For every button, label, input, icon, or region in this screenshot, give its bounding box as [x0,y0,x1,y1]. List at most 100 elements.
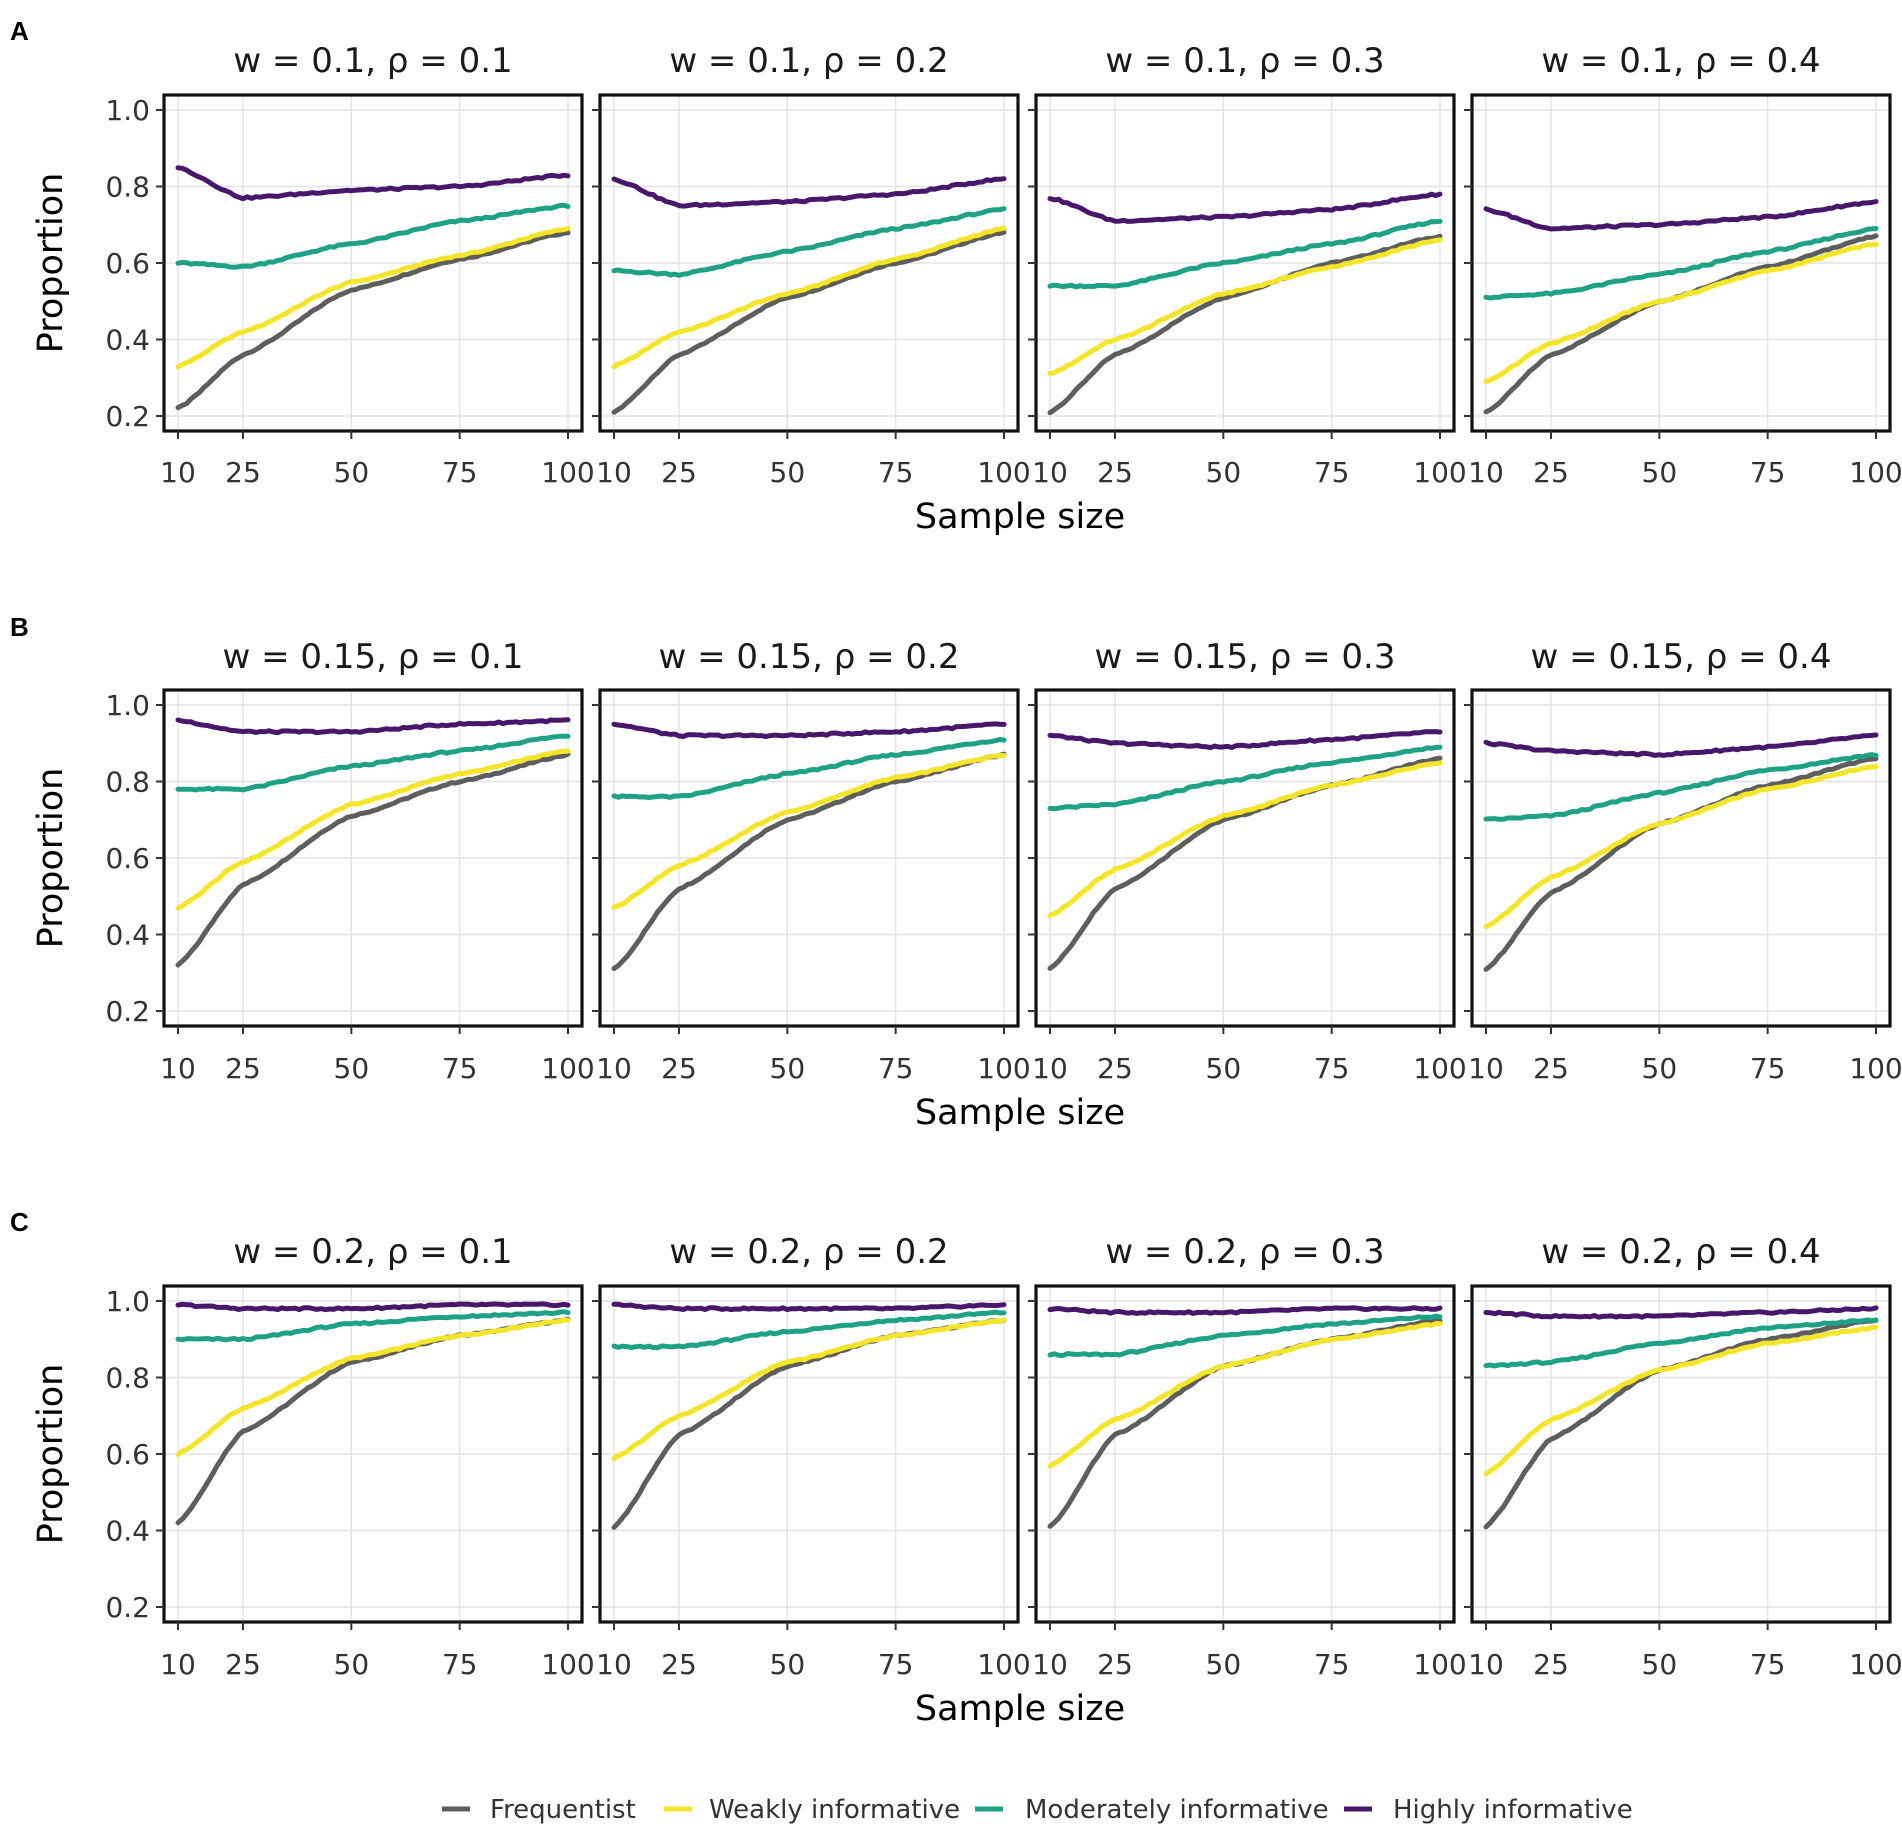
panel-letter-C: C [10,1207,29,1237]
x-tick-label: 10 [596,456,632,489]
y-tick-label: 0.8 [105,1362,150,1395]
y-axis-title: Proportion [31,173,71,354]
series-line-highly-informative [1483,1305,1879,1320]
y-tick-label: 0.2 [105,995,150,1028]
x-tick-label: 10 [596,1052,632,1085]
facet-title: w = 0.1, ρ = 0.3 [1105,41,1384,81]
series-line-frequentist [1483,233,1879,415]
facet-6: w = 0.15, ρ = 0.2 10 25 50 75 100 [592,637,1031,1085]
series-line-weakly-informative [175,1317,571,1458]
series-line-moderately-informative [1483,752,1879,822]
series-line-weakly-informative [1047,237,1443,376]
series-line-moderately-informative [175,202,571,270]
x-tick-label: 100 [541,1052,594,1085]
y-tick-label: 0.6 [105,1438,150,1471]
x-tick-label: 100 [977,1648,1030,1681]
x-tick-label: 50 [334,456,370,489]
x-tick-label: 75 [442,1052,478,1085]
x-axis-title: Sample size [915,497,1125,537]
series-line-weakly-informative [611,1317,1007,1462]
x-axis-title: Sample size [915,1689,1125,1729]
x-tick-label: 10 [1468,1648,1504,1681]
y-axis-title: Proportion [31,768,71,949]
x-tick-label: 100 [1849,1648,1902,1681]
y-tick-label: 0.2 [105,1591,150,1624]
x-tick-label: 50 [334,1052,370,1085]
x-tick-label: 25 [225,1648,261,1681]
x-tick-label: 75 [442,456,478,489]
series-line-moderately-informative [175,733,571,793]
y-tick-label: 0.6 [105,842,150,875]
x-tick-label: 50 [770,1052,806,1085]
y-tick-label: 1.0 [105,94,150,127]
facet-8: w = 0.15, ρ = 0.4 10 25 50 75 100 [1464,637,1902,1085]
series-line-highly-informative [611,1301,1007,1313]
facet-11: w = 0.2, ρ = 0.3 10 25 50 75 100 [1028,1232,1467,1681]
facet-title: w = 0.2, ρ = 0.2 [669,1232,948,1272]
x-tick-label: 100 [1413,456,1466,489]
legend-item-highly-informative: Highly informative [1344,1795,1633,1825]
y-tick-label: 0.8 [105,766,150,799]
x-tick-label: 100 [1849,1052,1902,1085]
legend-item-frequentist: Frequentist [442,1795,636,1825]
x-tick-label: 100 [541,456,594,489]
facet-title: w = 0.2, ρ = 0.1 [233,1232,512,1272]
facet-title: w = 0.1, ρ = 0.2 [669,41,948,81]
facet-12: w = 0.2, ρ = 0.4 10 25 50 75 100 [1464,1232,1902,1681]
facet-title: w = 0.1, ρ = 0.4 [1541,41,1820,81]
facet-5: w = 0.15, ρ = 0.1 10 25 50 75 100 0.2 0.4 0.6 0.8… [31,637,595,1085]
y-tick-label: 0.4 [105,324,150,357]
x-tick-label: 10 [1032,1052,1068,1085]
x-tick-label: 25 [1533,1052,1569,1085]
x-tick-label: 10 [1032,1648,1068,1681]
x-tick-label: 100 [1849,456,1902,489]
series-line-frequentist [611,1317,1007,1530]
legend-item-weakly-informative: Weakly informative [664,1795,960,1825]
facet-1: w = 0.1, ρ = 0.1 10 25 50 75 100 0.2 0.4 0.6 0.8 1… [31,41,595,489]
x-tick-label: 75 [1750,1648,1786,1681]
series-line-weakly-informative [1483,1324,1879,1477]
x-tick-label: 75 [878,1052,914,1085]
series-line-moderately-informative [611,206,1007,278]
x-tick-label: 50 [1206,1052,1242,1085]
facet-title: w = 0.15, ρ = 0.1 [223,637,524,677]
x-tick-label: 50 [770,1648,806,1681]
x-tick-label: 25 [661,456,697,489]
series-line-weakly-informative [611,225,1007,370]
x-tick-label: 25 [1097,1052,1133,1085]
series-line-weakly-informative [175,225,571,370]
y-tick-label: 0.4 [105,1515,150,1548]
legend-label: Frequentist [490,1795,636,1825]
x-tick-label: 50 [770,456,806,489]
series-line-highly-informative [1483,732,1879,758]
x-tick-label: 50 [1642,1648,1678,1681]
facet-7: w = 0.15, ρ = 0.3 10 25 50 75 100 [1028,637,1467,1085]
facet-title: w = 0.15, ρ = 0.4 [1531,637,1832,677]
x-tick-label: 10 [160,456,196,489]
x-tick-label: 75 [1314,1648,1350,1681]
series-line-weakly-informative [175,748,571,911]
x-tick-label: 10 [596,1648,632,1681]
series-line-frequentist [175,230,571,411]
x-tick-label: 75 [1314,1052,1350,1085]
x-tick-label: 100 [541,1648,594,1681]
facet-title: w = 0.1, ρ = 0.1 [233,41,512,81]
x-tick-label: 50 [1642,1052,1678,1085]
series-line-highly-informative [611,176,1007,209]
series-line-highly-informative [175,717,571,736]
x-tick-label: 50 [1642,456,1678,489]
facet-title: w = 0.15, ρ = 0.2 [659,637,960,677]
y-tick-label: 0.6 [105,247,150,280]
panel-letter-B: B [10,612,29,642]
y-tick-label: 1.0 [105,689,150,722]
x-tick-label: 75 [442,1648,478,1681]
facet-4: w = 0.1, ρ = 0.4 10 25 50 75 100 [1464,41,1902,489]
x-tick-label: 25 [1533,456,1569,489]
x-tick-label: 25 [225,1052,261,1085]
series-line-highly-informative [175,165,571,202]
legend: Frequentist Weakly informative Moderately … [442,1795,1633,1825]
series-line-highly-informative [1047,1305,1443,1316]
series-line-highly-informative [1047,191,1443,224]
series-line-moderately-informative [611,737,1007,800]
x-tick-label: 10 [160,1648,196,1681]
